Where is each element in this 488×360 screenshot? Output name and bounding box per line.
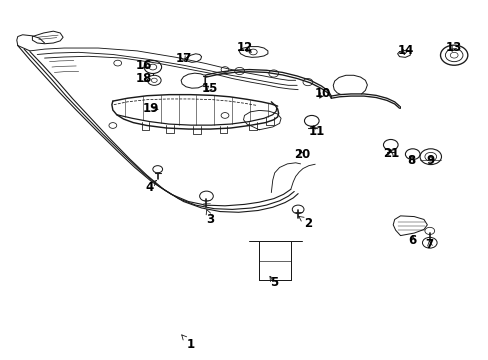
Text: 3: 3 (206, 210, 214, 226)
Text: 21: 21 (382, 147, 398, 159)
Text: 6: 6 (408, 234, 416, 247)
Text: 13: 13 (445, 41, 461, 54)
Text: 12: 12 (236, 41, 252, 54)
Text: 11: 11 (308, 125, 324, 138)
Text: 18: 18 (135, 72, 151, 85)
Text: 17: 17 (175, 51, 191, 64)
Text: 19: 19 (142, 102, 159, 115)
Text: 15: 15 (201, 82, 217, 95)
Text: 2: 2 (298, 216, 311, 230)
Text: 9: 9 (426, 154, 434, 167)
Text: 1: 1 (182, 335, 195, 351)
Text: 14: 14 (396, 44, 413, 57)
Text: 5: 5 (269, 276, 277, 289)
Text: 7: 7 (425, 238, 433, 251)
Text: 20: 20 (293, 148, 309, 161)
Text: 10: 10 (314, 87, 330, 100)
Text: 4: 4 (145, 180, 156, 194)
Text: 8: 8 (407, 154, 415, 167)
Text: 16: 16 (135, 59, 151, 72)
